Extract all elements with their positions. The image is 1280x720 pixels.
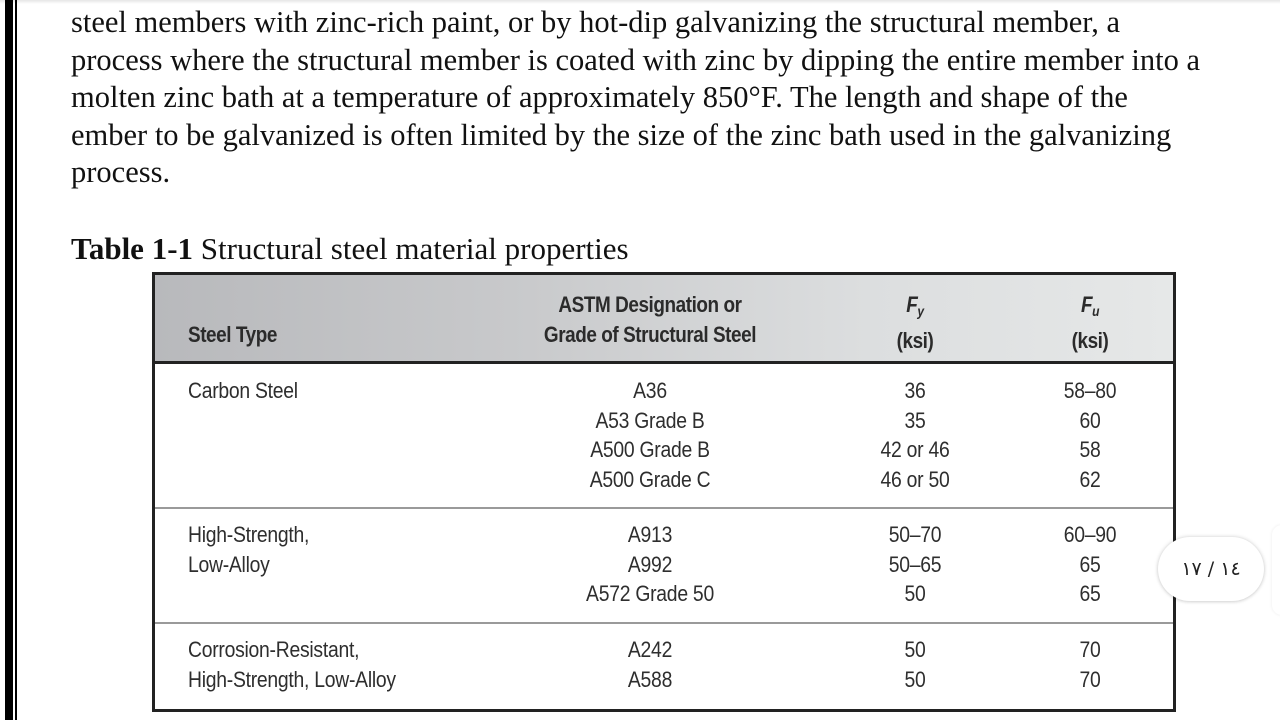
cell-fu: 60–90 65 65 xyxy=(1021,520,1159,609)
fu-value: 65 xyxy=(1079,581,1101,607)
astm-value: A913 xyxy=(627,522,673,547)
viewer-side-control-edge xyxy=(1272,525,1280,615)
fy-value: 46 or 50 xyxy=(880,467,950,493)
fu-value: 70 xyxy=(1079,637,1101,662)
table-row-corrosion-resistant: Corrosion-Resistant, High-Strength, Low-… xyxy=(155,622,1173,711)
fu-value: 70 xyxy=(1079,666,1101,692)
paragraph-line: process where the structural member is c… xyxy=(71,42,1200,77)
fu-value: 65 xyxy=(1079,551,1101,577)
steel-type-line: Corrosion-Resistant, xyxy=(188,637,360,662)
cell-fy: 50–70 50–65 50 xyxy=(846,520,984,609)
header-fu-symbol: Fu xyxy=(1021,290,1159,326)
fy-value: 36 xyxy=(904,378,926,403)
document-page: steel members with zinc-rich paint, or b… xyxy=(71,0,1280,720)
fy-value: 50 xyxy=(904,637,926,662)
table-row-hsla: High-Strength, Low-Alloy A913 A992 A572 … xyxy=(155,507,1173,624)
astm-value: A992 xyxy=(627,551,673,577)
table-caption-number: Table 1-1 xyxy=(71,231,194,266)
paragraph-line: molten zinc bath at a temperature of app… xyxy=(71,80,1128,115)
fu-subscript: u xyxy=(1092,303,1100,319)
astm-value: A53 Grade B xyxy=(595,407,705,433)
header-astm-line1: ASTM Designation or xyxy=(558,292,742,317)
paragraph-line: process. xyxy=(71,155,171,190)
header-fy-unit: (ksi) xyxy=(896,328,934,353)
astm-value: A36 xyxy=(633,378,667,403)
cell-fu: 58–80 60 58 62 xyxy=(1021,376,1159,495)
steel-type-line: Carbon Steel xyxy=(188,378,298,403)
paragraph-line: ember to be galvanized is often limited … xyxy=(71,117,1172,152)
fy-value: 50–70 xyxy=(888,522,942,547)
steel-type-line: High-Strength, Low-Alloy xyxy=(188,666,396,692)
viewer-left-border-thick xyxy=(5,0,13,720)
steel-properties-table: Steel Type ASTM Designation or Grade of … xyxy=(152,272,1176,712)
astm-value: A572 Grade 50 xyxy=(586,581,714,607)
fy-value: 42 or 46 xyxy=(880,437,950,463)
page-indicator[interactable]: ١٤ / ١٧ xyxy=(1158,537,1264,601)
header-fy: Fy (ksi) xyxy=(846,290,984,356)
astm-value: A500 Grade C xyxy=(589,467,711,493)
table-caption: Table 1-1 Structural steel material prop… xyxy=(71,229,629,269)
fy-value: 50 xyxy=(904,581,926,607)
fy-symbol: F xyxy=(906,292,918,317)
header-steel-type: Steel Type xyxy=(188,322,277,347)
cell-steel-type: Carbon Steel xyxy=(188,376,298,406)
astm-value: A588 xyxy=(627,666,673,692)
cell-steel-type: High-Strength, Low-Alloy xyxy=(188,520,309,579)
viewer-left-border-thin xyxy=(15,0,17,720)
fy-subscript: y xyxy=(917,303,924,319)
steel-type-line: High-Strength, xyxy=(188,522,310,547)
fu-value: 60–90 xyxy=(1063,522,1117,547)
header-fu: Fu (ksi) xyxy=(1021,290,1159,356)
header-astm-designation: ASTM Designation or Grade of Structural … xyxy=(482,290,817,350)
table-row-carbon-steel: Carbon Steel A36 A53 Grade B A500 Grade … xyxy=(155,364,1173,507)
fu-value: 58–80 xyxy=(1063,378,1117,403)
cell-fu: 70 70 xyxy=(1021,635,1159,694)
paragraph-line: steel members with zinc-rich paint, or b… xyxy=(71,5,1121,39)
header-fu-unit: (ksi) xyxy=(1071,328,1109,353)
cell-astm: A913 A992 A572 Grade 50 xyxy=(482,520,817,609)
cell-steel-type: Corrosion-Resistant, High-Strength, Low-… xyxy=(188,635,396,694)
astm-value: A242 xyxy=(627,637,673,662)
header-astm-line2: Grade of Structural Steel xyxy=(543,322,757,347)
fy-value: 35 xyxy=(904,407,926,433)
fu-value: 60 xyxy=(1079,407,1101,433)
steel-type-line: Low-Alloy xyxy=(188,551,270,577)
fy-value: 50–65 xyxy=(888,551,942,577)
fu-symbol: F xyxy=(1080,292,1093,317)
cell-astm: A36 A53 Grade B A500 Grade B A500 Grade … xyxy=(482,376,817,495)
table-caption-title: Structural steel material properties xyxy=(193,231,629,266)
body-paragraph: steel members with zinc-rich paint, or b… xyxy=(71,4,1200,192)
fy-value: 50 xyxy=(904,666,926,692)
viewer-top-edge xyxy=(0,0,1280,4)
fu-value: 62 xyxy=(1079,467,1101,493)
astm-value: A500 Grade B xyxy=(590,437,710,463)
cell-fy: 36 35 42 or 46 46 or 50 xyxy=(846,376,984,495)
fu-value: 58 xyxy=(1079,437,1101,463)
cell-astm: A242 A588 xyxy=(482,635,817,694)
header-fy-symbol: Fy xyxy=(846,290,984,326)
cell-fy: 50 50 xyxy=(846,635,984,694)
table-header: Steel Type ASTM Designation or Grade of … xyxy=(155,275,1173,364)
